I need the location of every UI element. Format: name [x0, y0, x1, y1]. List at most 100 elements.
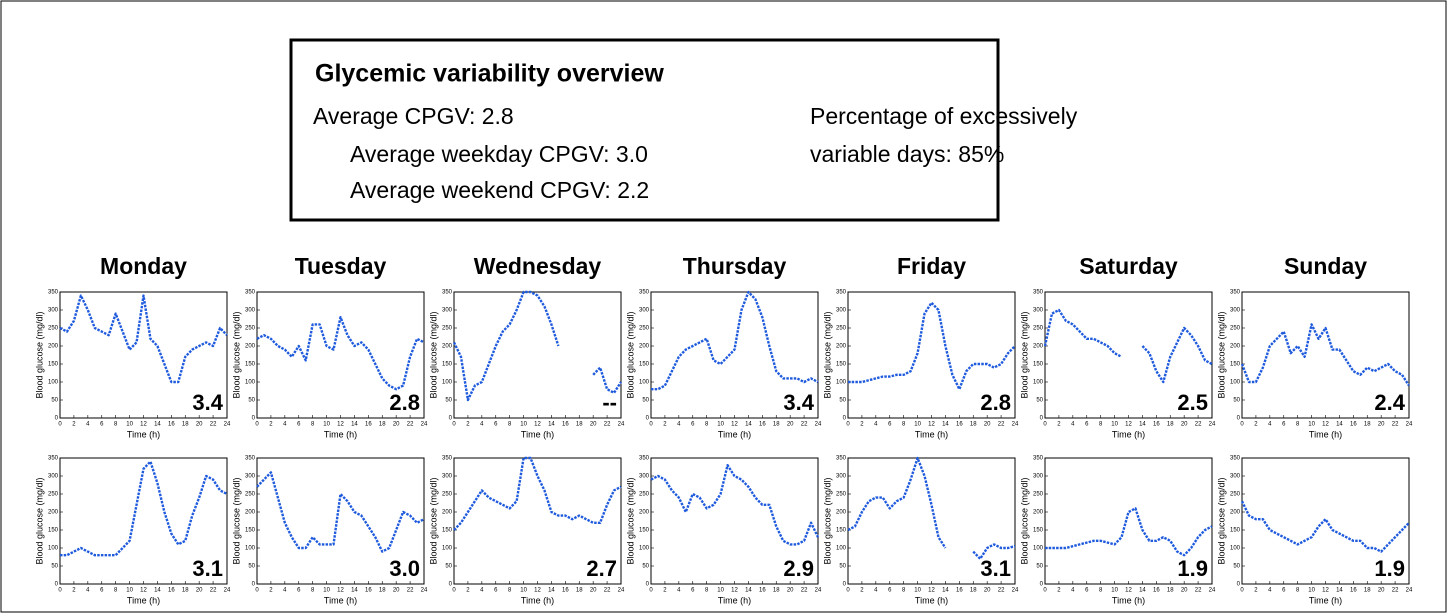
y-tick-label: 100	[639, 380, 650, 386]
x-tick-label: 24	[421, 588, 428, 594]
cpgv-score: 3.4	[783, 390, 814, 415]
y-tick-label: 100	[836, 546, 847, 552]
y-tick-label: 50	[642, 564, 649, 570]
x-tick-label: 18	[182, 422, 189, 428]
x-tick-label: 0	[649, 422, 653, 428]
x-tick-label: 14	[1336, 588, 1343, 594]
y-tick-label: 200	[639, 510, 650, 516]
y-tick-label: 100	[1230, 546, 1241, 552]
glucose-line	[650, 464, 820, 546]
x-tick-label: 22	[998, 422, 1005, 428]
x-tick-label: 24	[1209, 422, 1216, 428]
x-tick-label: 24	[1209, 588, 1216, 594]
y-tick-label: 200	[1033, 510, 1044, 516]
cpgv-score: 2.8	[980, 390, 1011, 415]
y-tick-label: 100	[245, 546, 256, 552]
x-tick-label: 6	[297, 422, 301, 428]
y-tick-label: 0	[646, 416, 650, 422]
y-tick-label: 250	[48, 492, 59, 498]
y-axis-label: Blood glucose (mg/dl)	[1216, 311, 1226, 398]
x-tick-label: 16	[1153, 588, 1160, 594]
x-tick-label: 14	[351, 422, 358, 428]
y-tick-label: 50	[1233, 398, 1240, 404]
x-tick-label: 16	[365, 422, 372, 428]
y-tick-label: 150	[1033, 362, 1044, 368]
x-tick-label: 20	[393, 588, 400, 594]
y-tick-label: 350	[245, 290, 256, 296]
glucose-line	[847, 456, 1016, 560]
y-tick-label: 300	[245, 474, 256, 480]
x-axis-label: Time (h)	[1112, 595, 1145, 605]
y-tick-label: 0	[55, 582, 59, 588]
x-tick-label: 2	[269, 422, 273, 428]
x-tick-label: 14	[548, 422, 555, 428]
x-tick-label: 18	[576, 588, 583, 594]
x-tick-label: 22	[210, 422, 217, 428]
x-axis-label: Time (h)	[1309, 429, 1342, 439]
x-tick-label: 12	[731, 422, 738, 428]
glucose-line	[651, 290, 819, 391]
day-title: Monday	[100, 253, 187, 279]
x-tick-label: 8	[1296, 588, 1300, 594]
y-tick-label: 250	[639, 326, 650, 332]
cpgv-score: 1.9	[1177, 556, 1208, 581]
x-tick-label: 16	[365, 588, 372, 594]
x-tick-label: 4	[283, 422, 287, 428]
x-tick-label: 6	[494, 588, 498, 594]
y-tick-label: 200	[639, 344, 650, 350]
y-tick-label: 50	[1036, 564, 1043, 570]
y-tick-label: 100	[639, 546, 650, 552]
y-tick-label: 0	[843, 416, 847, 422]
x-tick-label: 4	[874, 422, 878, 428]
x-tick-label: 18	[773, 422, 780, 428]
x-tick-label: 10	[323, 588, 330, 594]
y-tick-label: 150	[1033, 528, 1044, 534]
y-tick-label: 150	[836, 362, 847, 368]
y-tick-label: 150	[442, 362, 453, 368]
y-tick-label: 250	[1230, 326, 1241, 332]
y-tick-label: 350	[1033, 290, 1044, 296]
x-tick-label: 14	[942, 422, 949, 428]
cpgv-score: 2.5	[1177, 390, 1208, 415]
x-tick-label: 14	[745, 422, 752, 428]
y-tick-label: 250	[1033, 492, 1044, 498]
y-tick-label: 150	[639, 362, 650, 368]
x-tick-label: 12	[928, 588, 935, 594]
x-tick-label: 14	[1336, 422, 1343, 428]
y-tick-label: 0	[1040, 416, 1044, 422]
x-tick-label: 18	[970, 422, 977, 428]
x-tick-label: 22	[801, 422, 808, 428]
y-tick-label: 0	[843, 582, 847, 588]
x-tick-label: 6	[888, 588, 892, 594]
x-axis-label: Time (h)	[915, 595, 948, 605]
x-tick-label: 12	[534, 588, 541, 594]
x-tick-label: 12	[140, 422, 147, 428]
y-tick-label: 0	[252, 416, 256, 422]
x-tick-label: 0	[58, 588, 62, 594]
x-tick-label: 18	[182, 588, 189, 594]
x-axis-label: Time (h)	[324, 595, 357, 605]
cpgv-score: 2.7	[586, 556, 617, 581]
x-tick-label: 2	[72, 588, 76, 594]
x-tick-label: 20	[984, 588, 991, 594]
x-tick-label: 12	[337, 588, 344, 594]
x-tick-label: 24	[1406, 588, 1413, 594]
x-tick-label: 20	[196, 588, 203, 594]
glucose-line	[453, 456, 622, 531]
summary-weekday: Average weekday CPGV: 3.0	[350, 141, 648, 167]
summary-weekend: Average weekend CPGV: 2.2	[350, 177, 649, 203]
y-tick-label: 100	[442, 380, 453, 386]
x-tick-label: 2	[466, 422, 470, 428]
y-tick-label: 150	[245, 362, 256, 368]
x-tick-label: 10	[126, 422, 133, 428]
cpgv-score: 2.4	[1374, 390, 1405, 415]
x-tick-label: 4	[1268, 588, 1272, 594]
y-tick-label: 200	[245, 344, 256, 350]
y-tick-label: 200	[48, 510, 59, 516]
y-tick-label: 100	[1033, 380, 1044, 386]
x-tick-label: 22	[407, 422, 414, 428]
x-tick-label: 2	[1254, 588, 1258, 594]
x-tick-label: 4	[480, 588, 484, 594]
y-tick-label: 350	[836, 290, 847, 296]
